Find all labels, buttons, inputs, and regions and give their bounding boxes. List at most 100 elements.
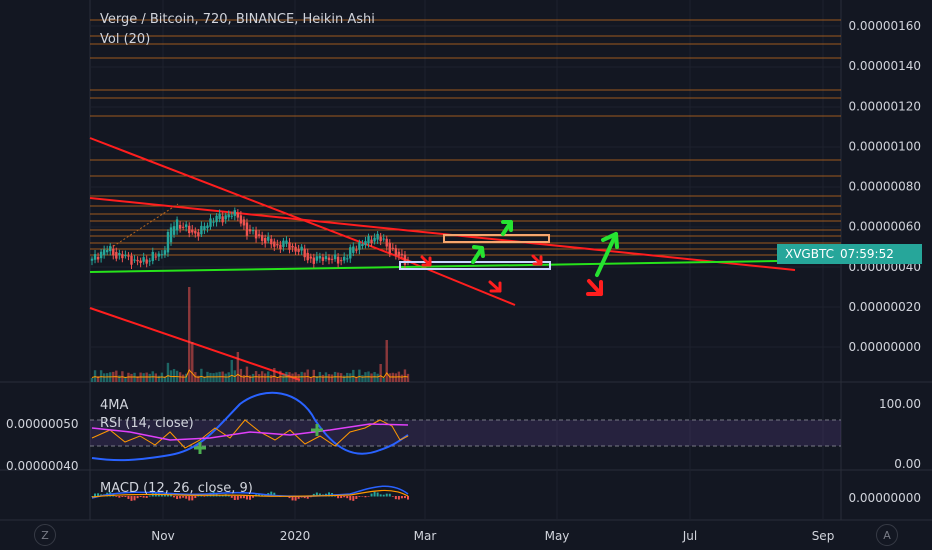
volume-bar <box>309 377 312 382</box>
candle-body <box>105 250 109 253</box>
volume-bar <box>330 374 334 382</box>
price-axis[interactable]: 0.00000160 0.00000140 0.00000120 0.00000100… <box>848 19 921 354</box>
volume-bar <box>251 373 255 382</box>
macd-bar <box>127 496 130 499</box>
time-tick: Mar <box>414 529 437 543</box>
volume-bar <box>382 377 385 382</box>
volume-bar <box>239 368 243 382</box>
volume-bar <box>184 373 188 382</box>
candle-body <box>370 239 373 244</box>
macd-bar <box>139 496 142 498</box>
macd-bar <box>200 495 203 497</box>
candle-body <box>385 238 388 247</box>
chart-legend[interactable]: Verge / Bitcoin, 720, BINANCE, Heikin As… <box>100 10 375 50</box>
volume-bar <box>312 369 316 382</box>
candle-body <box>206 225 209 229</box>
candle-series[interactable] <box>90 207 410 269</box>
descending-trendline-long[interactable] <box>89 197 796 271</box>
macd-bar <box>252 496 255 498</box>
rsi-indicator-label[interactable]: RSI (14, close) <box>100 416 194 431</box>
candle-body <box>200 225 203 235</box>
volume-trendline[interactable] <box>89 307 301 381</box>
descending-trendline-steep[interactable] <box>89 137 413 263</box>
time-tick: 2020 <box>280 529 311 543</box>
arrow-up-icon[interactable] <box>501 220 513 236</box>
arrow-down-icon[interactable] <box>531 254 543 266</box>
volume-bar <box>406 373 410 382</box>
last-price-tag: XVGBTC 07:59:52 <box>777 244 922 264</box>
macd-bar <box>294 496 297 501</box>
chart-title[interactable]: Verge / Bitcoin, 720, BINANCE, Heikin As… <box>100 12 375 27</box>
resistance-zone-box[interactable] <box>443 234 550 243</box>
candle-body <box>273 241 276 247</box>
volume-bar <box>358 369 361 382</box>
candle-body <box>184 224 188 228</box>
volume-bar <box>197 375 200 382</box>
time-axis[interactable]: Nov 2020 Mar May Jul Sep <box>151 529 834 543</box>
volume-bar <box>242 374 246 382</box>
macd-bar <box>397 496 400 500</box>
dotted-trendline[interactable] <box>99 203 179 256</box>
ma-indicator-label[interactable]: 4MA <box>100 398 129 413</box>
macd-bar <box>273 492 276 497</box>
volume-bar <box>297 374 300 382</box>
volume-bar <box>136 376 139 382</box>
candle-body <box>364 241 367 246</box>
cross-marker-icon <box>311 424 323 436</box>
candle-body <box>215 215 218 223</box>
candle-body <box>394 248 398 256</box>
volume-bar <box>245 366 249 382</box>
volume-bar <box>379 364 382 382</box>
macd-bar <box>340 496 343 499</box>
volume-bar <box>172 369 176 382</box>
horizontal-levels[interactable] <box>90 19 841 256</box>
volume-label[interactable]: Vol (20) <box>100 32 151 47</box>
time-tick: Sep <box>812 529 835 543</box>
volume-bar <box>385 340 388 382</box>
zoom-button[interactable]: Z <box>34 524 56 546</box>
macd-indicator-label[interactable]: MACD (12, 26, close, 9) <box>100 481 253 496</box>
arrow-up-icon[interactable] <box>595 232 619 277</box>
candle-body <box>361 244 364 247</box>
macd-bar <box>382 494 385 497</box>
candle-body <box>391 247 395 249</box>
arrow-down-icon[interactable] <box>488 280 502 293</box>
candle-body <box>188 225 191 234</box>
candle-body <box>209 218 212 227</box>
price-tick: 0.00000080 <box>848 180 921 194</box>
candle-body <box>333 254 337 260</box>
macd-bar <box>136 496 139 499</box>
candle-body <box>230 215 233 217</box>
candle-body <box>373 237 376 242</box>
candle-body <box>379 236 382 242</box>
volume-bar <box>96 376 100 382</box>
volume-bar <box>105 373 109 382</box>
candle-body <box>270 238 273 245</box>
candle-body <box>297 249 300 252</box>
volume-bar <box>133 372 136 382</box>
candle-body <box>248 229 252 232</box>
auto-scale-button[interactable]: A <box>876 524 898 546</box>
volume-bar <box>321 374 325 382</box>
candle-body <box>382 238 385 240</box>
arrow-down-icon[interactable] <box>586 279 603 296</box>
candle-body <box>367 236 370 244</box>
candle-body <box>96 256 100 260</box>
macd-bar <box>245 496 248 500</box>
ascending-support-line[interactable] <box>89 259 842 273</box>
candle-body <box>133 259 136 261</box>
macd-bar <box>130 496 133 501</box>
volume-bar <box>270 374 273 382</box>
price-tick: 0.00000020 <box>848 300 921 314</box>
arrow-down-icon[interactable] <box>420 255 432 267</box>
volume-bar <box>118 375 121 382</box>
candle-body <box>139 260 142 263</box>
arrow-up-icon[interactable] <box>471 245 485 264</box>
volume-bar <box>388 373 391 382</box>
candle-body <box>263 238 267 244</box>
candle-body <box>136 259 139 262</box>
candle-body <box>294 246 297 252</box>
macd-bar <box>364 496 367 498</box>
candle-body <box>194 230 197 234</box>
